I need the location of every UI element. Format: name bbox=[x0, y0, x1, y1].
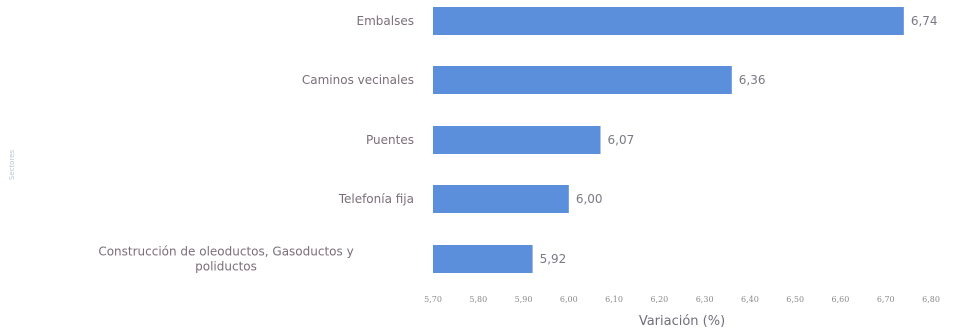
value-label-4: 6,00 bbox=[576, 192, 603, 206]
x-tick-label-8: 6,40 bbox=[741, 295, 759, 304]
category-labels-group: Embalses Caminos vecinales Puentes Telefoní… bbox=[98, 14, 414, 274]
x-tick-label-3: 5,90 bbox=[515, 295, 533, 304]
x-tick-labels-group: 5,70 5,80 5,90 6,00 6,10 6,20 6,30 6,40 6,50 6,60… bbox=[424, 295, 940, 304]
x-tick-label-7: 6,30 bbox=[696, 295, 714, 304]
x-tick-label-2: 5,80 bbox=[469, 295, 487, 304]
category-label-3: Puentes bbox=[366, 133, 414, 147]
category-label-4: Telefonía fija bbox=[338, 192, 414, 206]
x-tick-label-11: 6,70 bbox=[877, 295, 895, 304]
bar-4 bbox=[433, 185, 569, 213]
bar-1 bbox=[433, 7, 904, 35]
bar-5 bbox=[433, 245, 533, 273]
x-tick-label-12: 6,80 bbox=[922, 295, 940, 304]
value-labels-group: 6,74 6,36 6,07 6,00 5,92 bbox=[540, 14, 938, 266]
x-axis-label: Variación (%) bbox=[639, 314, 725, 329]
x-tick-label-6: 6,20 bbox=[650, 295, 668, 304]
category-label-1: Embalses bbox=[357, 14, 414, 28]
category-label-2: Caminos vecinales bbox=[302, 73, 414, 87]
x-tick-label-9: 6,50 bbox=[786, 295, 804, 304]
value-label-1: 6,74 bbox=[911, 14, 938, 28]
y-axis-label: Sectores bbox=[8, 149, 16, 180]
bar-2 bbox=[433, 66, 732, 94]
x-tick-label-4: 6,00 bbox=[560, 295, 578, 304]
value-label-2: 6,36 bbox=[739, 73, 766, 87]
category-label-5: Construcción de oleoductos, Gasoductos y… bbox=[98, 245, 353, 274]
value-label-5: 5,92 bbox=[540, 252, 567, 266]
x-tick-label-5: 6,10 bbox=[605, 295, 623, 304]
value-label-3: 6,07 bbox=[608, 133, 635, 147]
x-tick-label-10: 6,60 bbox=[832, 295, 850, 304]
bar-3 bbox=[433, 126, 601, 154]
bars-group bbox=[433, 7, 904, 273]
x-tick-label-1: 5,70 bbox=[424, 295, 442, 304]
